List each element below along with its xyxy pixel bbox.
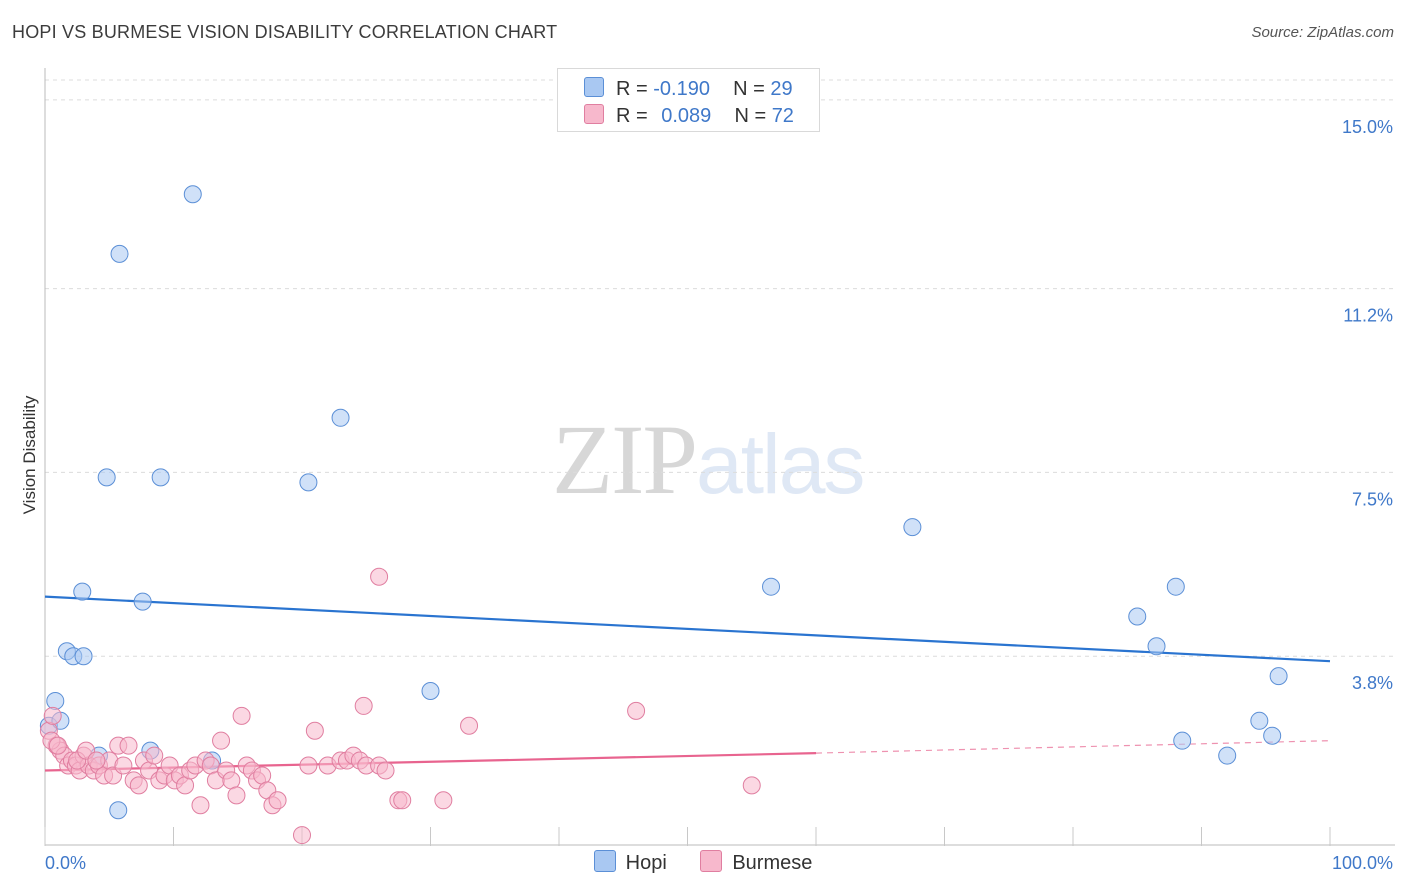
data-point-hopi bbox=[762, 577, 781, 596]
correlation-legend: R = -0.190 N = 29 R = 0.089 N = 72 bbox=[557, 68, 820, 132]
data-point-burmese bbox=[393, 791, 412, 810]
data-point-hopi bbox=[903, 518, 922, 537]
data-point-burmese bbox=[232, 706, 251, 725]
trend-line-burmese-extension bbox=[815, 740, 1331, 754]
data-point-hopi bbox=[110, 244, 129, 263]
legend-n-value-burmese: 72 bbox=[771, 105, 794, 127]
source-label: Source: ZipAtlas.com bbox=[1251, 24, 1394, 41]
data-point-burmese bbox=[299, 756, 318, 775]
legend-r-label: R = bbox=[616, 78, 648, 100]
data-point-burmese bbox=[119, 736, 138, 755]
data-point-hopi bbox=[1147, 637, 1166, 656]
data-point-burmese bbox=[87, 751, 106, 770]
watermark-atlas: atlas bbox=[696, 417, 865, 511]
data-point-hopi bbox=[74, 647, 93, 666]
grid-lines bbox=[45, 79, 1395, 657]
data-point-hopi bbox=[1166, 577, 1185, 596]
legend-label-burmese: Burmese bbox=[732, 852, 813, 874]
y-tick-label: 3.8% bbox=[1352, 673, 1393, 693]
data-point-burmese bbox=[627, 701, 646, 720]
axes bbox=[44, 68, 1395, 846]
chart-title: HOPI VS BURMESE VISION DISABILITY CORREL… bbox=[12, 22, 558, 42]
data-point-burmese bbox=[354, 696, 373, 715]
data-point-hopi bbox=[109, 801, 128, 820]
data-point-burmese bbox=[742, 776, 761, 795]
legend-n-value-hopi: 29 bbox=[770, 78, 793, 100]
y-tick-label: 7.5% bbox=[1352, 489, 1393, 509]
legend-r-value-hopi: -0.190 bbox=[653, 78, 710, 100]
legend-item-hopi: Hopi bbox=[593, 850, 667, 875]
data-point-burmese bbox=[191, 796, 210, 815]
x-tick-label: 100.0% bbox=[1332, 853, 1393, 873]
y-tick-label: 15.0% bbox=[1342, 117, 1393, 137]
data-point-hopi bbox=[1263, 726, 1282, 745]
data-point-hopi bbox=[151, 468, 170, 487]
legend-r-value-burmese: 0.089 bbox=[661, 105, 712, 127]
data-point-hopi bbox=[299, 473, 318, 492]
legend-r-label: R = bbox=[616, 105, 648, 127]
data-point-hopi bbox=[1218, 746, 1237, 765]
trend-line-hopi bbox=[44, 595, 1331, 663]
data-point-burmese bbox=[370, 567, 389, 586]
legend-swatch-hopi bbox=[593, 850, 616, 872]
legend-row-hopi: R = -0.190 N = 29 bbox=[584, 77, 793, 101]
data-point-burmese bbox=[48, 736, 67, 755]
watermark-zip: ZIP bbox=[552, 404, 698, 515]
legend-swatch-burmese bbox=[584, 104, 604, 124]
data-point-hopi bbox=[1128, 607, 1147, 626]
tick-labels: 15.0% 11.2% 7.5% 3.8% 0.0% 100.0% bbox=[45, 117, 1393, 873]
legend-n-label: N = bbox=[734, 105, 767, 127]
data-point-hopi bbox=[133, 592, 152, 611]
data-point-burmese bbox=[227, 786, 246, 805]
data-point-burmese bbox=[434, 791, 453, 810]
data-point-burmese bbox=[376, 761, 395, 780]
data-point-hopi bbox=[73, 582, 92, 601]
data-point-hopi bbox=[1269, 667, 1288, 686]
legend-row-burmese: R = 0.089 N = 72 bbox=[584, 104, 794, 128]
legend-label-hopi: Hopi bbox=[625, 852, 667, 874]
data-point-hopi bbox=[1173, 731, 1192, 750]
data-point-hopi bbox=[1250, 711, 1269, 730]
data-point-burmese bbox=[212, 731, 231, 750]
legend-swatch-burmese bbox=[700, 850, 723, 872]
series-legend: Hopi Burmese bbox=[0, 850, 1406, 875]
data-point-hopi bbox=[331, 408, 350, 427]
data-point-burmese bbox=[145, 746, 164, 765]
data-point-hopi bbox=[421, 682, 440, 701]
data-point-hopi bbox=[46, 691, 65, 710]
data-point-hopi bbox=[97, 468, 116, 487]
data-point-hopi bbox=[183, 185, 202, 204]
data-points bbox=[39, 185, 1288, 845]
y-axis-label: Vision Disability bbox=[20, 395, 39, 514]
x-tick-label: 0.0% bbox=[45, 853, 86, 873]
data-point-burmese bbox=[114, 756, 133, 775]
watermark: ZIPatlas bbox=[552, 402, 865, 517]
data-point-burmese bbox=[129, 776, 148, 795]
data-point-burmese bbox=[305, 721, 324, 740]
legend-n-label: N = bbox=[733, 78, 765, 100]
data-point-burmese bbox=[460, 716, 479, 735]
data-point-burmese bbox=[43, 706, 62, 725]
data-point-burmese bbox=[268, 791, 287, 810]
data-point-burmese bbox=[293, 826, 311, 845]
legend-swatch-hopi bbox=[584, 77, 604, 97]
y-tick-label: 11.2% bbox=[1343, 306, 1393, 326]
legend-item-burmese: Burmese bbox=[700, 850, 812, 875]
